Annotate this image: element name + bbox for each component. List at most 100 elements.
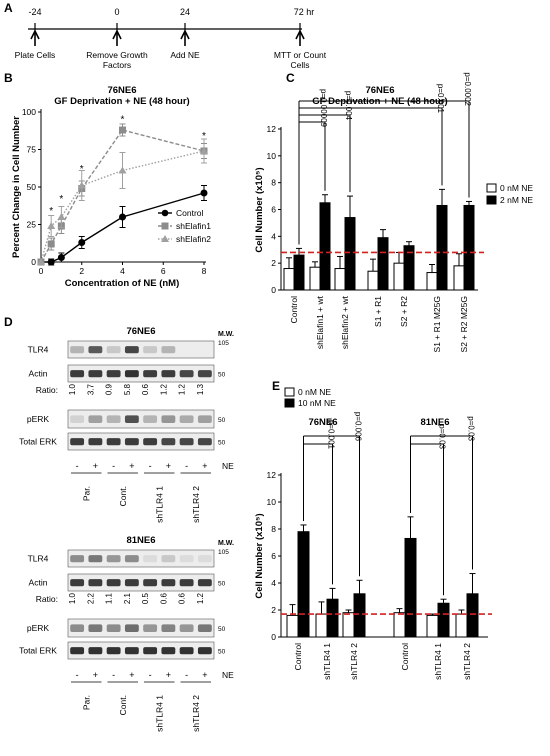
chart-e-bar <box>342 612 355 638</box>
chart-b-point <box>57 213 66 220</box>
chart-b-point <box>47 222 56 229</box>
chart-c-pvalue: p=0.001 <box>436 84 445 114</box>
chart-e-bar <box>455 613 468 638</box>
timeline-event-label: MTT or Count <box>274 50 327 60</box>
chart-c-legend-swatch <box>486 183 497 193</box>
chart-e-bar <box>297 531 310 638</box>
blot-group-label: Cont. <box>118 695 128 715</box>
blot-band <box>197 555 212 563</box>
timeline-arrowhead <box>112 29 122 40</box>
blot-ratio-value: 0.6 <box>178 592 187 604</box>
chart-e-category-label: Control <box>293 643 303 671</box>
chart-e-y-tick-label: 0 <box>271 632 276 642</box>
chart-c-bar <box>367 270 379 291</box>
chart-b-title: 76NE6 <box>107 85 136 96</box>
blot-ratio-value: 0.5 <box>141 592 150 604</box>
blot-row-label: Total ERK <box>19 646 57 656</box>
chart-b-point <box>119 126 126 134</box>
blot-band <box>106 624 121 632</box>
blot-band <box>161 555 176 563</box>
blot-membrane <box>67 641 215 660</box>
chart-b-y-label: Percent Change in Cell Number <box>11 116 22 258</box>
chart-b-x-label: Concentration of NE (nM) <box>65 278 180 289</box>
blot-membrane <box>67 432 215 451</box>
blot-band <box>70 370 85 378</box>
blot-title: 76NE6 <box>126 326 155 337</box>
blot-band <box>143 579 158 587</box>
chart-c-pvalue: p=0.0002 <box>463 72 472 106</box>
chart-e-group-title: 76NE6 <box>308 417 337 428</box>
blot-band <box>124 624 139 632</box>
chart-e-category-label: Control <box>400 643 410 671</box>
blot-row-label: Total ERK <box>19 437 57 447</box>
blot-band <box>88 647 103 655</box>
timeline-tick-label: -24 <box>28 7 41 17</box>
blot-band <box>124 438 139 446</box>
panel-letter-a: A <box>4 1 13 15</box>
blot-ratio-value: 1.3 <box>196 383 205 395</box>
blot-band <box>161 415 176 423</box>
timeline-event-label: Plate Cells <box>15 50 56 60</box>
chart-b-significance-star: * <box>59 194 63 205</box>
blot-ne-sign: + <box>202 461 207 471</box>
blot-band <box>143 346 158 354</box>
blot-ne-sign: - <box>149 461 152 471</box>
blot-ne-sign: + <box>202 670 207 680</box>
timeline-event-label: Factors <box>103 60 131 70</box>
chart-e-category-label: shTLR4 1 <box>433 643 443 680</box>
blot-band <box>88 555 103 563</box>
blot-band <box>179 647 194 655</box>
panel-letter-b: B <box>4 71 13 85</box>
chart-e-legend-swatch <box>284 398 295 408</box>
blot-band <box>179 624 194 632</box>
blot-ne-sign: + <box>166 670 171 680</box>
blot-band <box>88 370 103 378</box>
chart-e-y-tick-label: 4 <box>271 578 276 588</box>
blot-mw-marker: 50 <box>218 649 226 656</box>
chart-e-y-label: Cell Number (x10⁵) <box>254 513 265 598</box>
chart-b-x-tick-label: 2 <box>79 266 84 276</box>
blot-band <box>106 438 121 446</box>
chart-c-bar <box>319 202 331 291</box>
panel-letter-e: E <box>272 379 280 393</box>
chart-c-bar <box>334 268 346 291</box>
blot-ne-label: NE <box>222 461 234 471</box>
chart-b-y-tick-label: 25 <box>27 220 37 230</box>
blot-band <box>106 555 121 563</box>
chart-b-x-tick-label: 6 <box>161 266 166 276</box>
blot-band <box>197 647 212 655</box>
blot-group-label: Cont. <box>118 486 128 506</box>
blot-band <box>124 647 139 655</box>
blot-row-label: Ratio: <box>36 385 58 395</box>
chart-c-bar <box>293 254 305 291</box>
chart-b-legend-marker <box>161 209 169 217</box>
chart-c-y-tick-label: 4 <box>271 231 276 241</box>
chart-e-bar <box>315 613 328 638</box>
blot-band <box>124 346 139 354</box>
blot-row-label: Ratio: <box>36 594 58 604</box>
blot-band <box>106 647 121 655</box>
blot-band <box>179 438 194 446</box>
blot-band <box>143 438 158 446</box>
chart-c-pvalue: p=0.004 <box>344 91 353 121</box>
blot-group-label: shTLR4 1 <box>154 695 164 732</box>
blot-mw-marker: 50 <box>218 626 226 633</box>
blot-row-label: pERK <box>27 623 50 633</box>
blot-band <box>106 346 121 354</box>
chart-e-legend-label: 0 nM NE <box>298 387 331 397</box>
chart-b-significance-star: * <box>80 164 84 175</box>
blot-row-label: Actin <box>29 369 48 379</box>
timeline-arrowhead <box>30 29 40 40</box>
chart-b-x-tick-label: 4 <box>120 266 125 276</box>
blot-mw-marker: 50 <box>218 417 226 424</box>
chart-e-bar <box>353 593 366 638</box>
chart-c-category-label: S2 + R2 <box>399 296 409 327</box>
chart-b-point <box>200 189 208 197</box>
blot-ne-sign: + <box>93 461 98 471</box>
blot-band <box>143 624 158 632</box>
blot-ratio-value: 1.0 <box>68 383 77 395</box>
chart-b-point <box>118 166 127 174</box>
blot-band <box>70 346 85 354</box>
timeline-tick-label: 24 <box>180 7 190 17</box>
